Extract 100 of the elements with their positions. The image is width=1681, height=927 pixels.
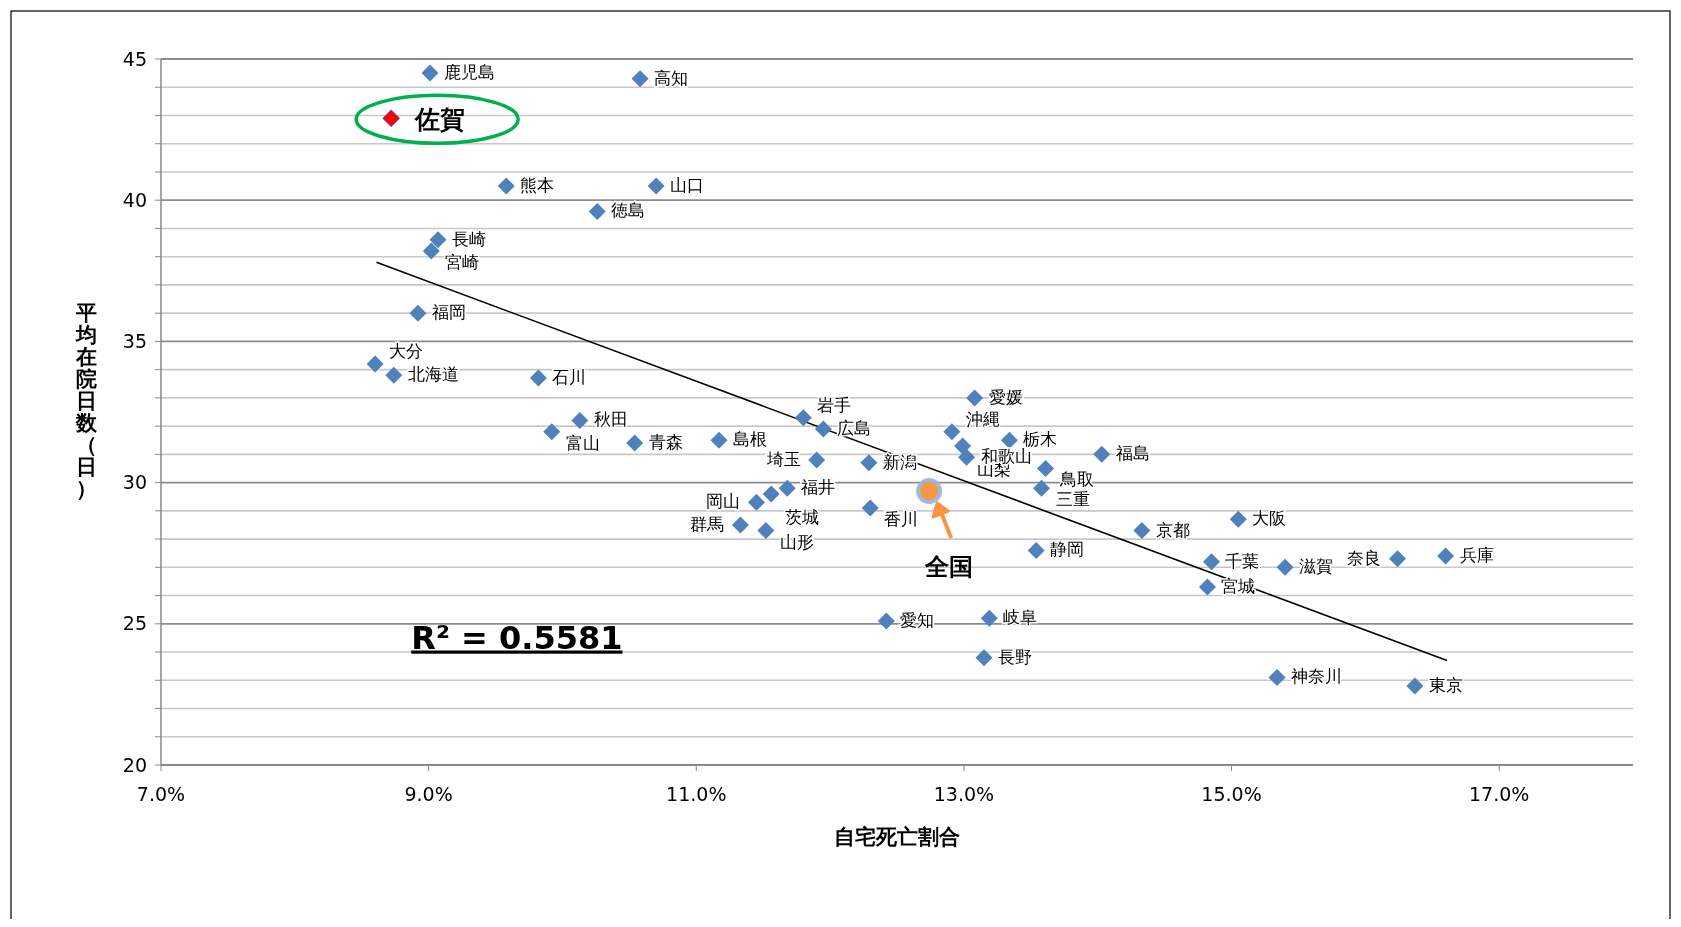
point [814, 420, 832, 438]
point [808, 451, 826, 469]
annotation: 三重 [1055, 489, 1090, 510]
annotation: 香川 [884, 509, 919, 530]
y-tick-label: 35 [122, 330, 147, 353]
annotation: 兵庫 [1459, 545, 1494, 566]
point [1406, 677, 1424, 695]
annotation: 岩手 [817, 394, 852, 415]
point [529, 369, 547, 387]
annotation: 富山 [565, 432, 600, 453]
point [631, 70, 649, 88]
annotation: 全国 [924, 553, 974, 582]
point [1437, 547, 1455, 565]
annotation: 鳥取 [1058, 469, 1094, 490]
point [422, 242, 440, 260]
annotation: 大阪 [1252, 508, 1287, 529]
annotation: 高知 [654, 67, 689, 88]
annotation: 宮崎 [445, 252, 480, 273]
text: 平均在院日数（日） [75, 301, 97, 501]
point [954, 437, 972, 455]
point [1093, 445, 1111, 463]
y-tick-label: 30 [122, 471, 147, 494]
annotation: 福島 [1115, 443, 1150, 464]
point [1229, 510, 1247, 528]
annotation: 佐賀 [414, 105, 466, 135]
annotation: 山口 [670, 175, 705, 196]
point [1033, 479, 1051, 497]
point [794, 409, 812, 427]
point [626, 434, 644, 452]
point [1037, 459, 1055, 477]
point [861, 499, 879, 517]
point [429, 231, 447, 249]
point [1388, 550, 1406, 568]
annotation: 鹿児島 [443, 62, 495, 83]
point [1268, 668, 1286, 686]
point [778, 479, 796, 497]
annotation: 石川 [552, 367, 587, 388]
x-tick-label: 15.0% [1201, 783, 1262, 805]
point [966, 389, 984, 407]
x-tick-label: 9.0% [404, 783, 453, 805]
x-tick-label: 17.0% [1469, 783, 1530, 805]
point [588, 203, 606, 220]
point [757, 522, 775, 540]
annotation: 岡山 [706, 491, 741, 512]
y-tick-label: 45 [122, 47, 147, 70]
point [543, 423, 561, 441]
point [409, 304, 427, 322]
point [421, 64, 439, 82]
point [382, 109, 401, 128]
x-tick-label: 11.0% [666, 783, 727, 805]
annotation: R² = 0.5581 [411, 618, 623, 657]
y-tick-label: 40 [122, 188, 147, 211]
point [571, 411, 589, 429]
point [980, 609, 998, 627]
annotation: 岐阜 [1003, 607, 1038, 628]
annotation: 静岡 [1050, 539, 1085, 560]
annotation: 沖縄 [965, 408, 1000, 429]
x-tick-label: 13.0% [933, 783, 995, 805]
annotation: 島根 [733, 429, 768, 450]
annotation: 千葉 [1225, 550, 1260, 571]
annotation: 茨城 [785, 506, 820, 527]
point [647, 177, 665, 195]
annotation: 長崎 [452, 228, 486, 249]
point [747, 493, 765, 511]
x-axis-title: 自宅死亡割合 [834, 825, 960, 849]
annotation: 滋賀 [1299, 556, 1334, 577]
annotation: 愛知 [900, 609, 935, 630]
annotation: 群馬 [690, 513, 725, 534]
annotation: 大分 [389, 340, 424, 361]
point [385, 366, 403, 384]
annotation: 青森 [648, 432, 683, 453]
annotation: 長野 [997, 646, 1032, 667]
annotation: 北海道 [407, 364, 459, 385]
point [877, 612, 895, 630]
point [860, 454, 878, 472]
point [958, 448, 976, 466]
annotation: 熊本 [520, 175, 555, 196]
annotation: 京都 [1155, 519, 1190, 540]
annotation: 栃木 [1023, 429, 1058, 450]
point [731, 516, 749, 534]
annotation: 愛媛 [988, 386, 1023, 407]
annotation: 神奈川 [1291, 666, 1343, 687]
point [710, 431, 728, 449]
annotation: 福岡 [431, 302, 466, 323]
point [1027, 541, 1045, 559]
annotation: 徳島 [611, 200, 646, 221]
point [943, 423, 961, 441]
annotation: 福井 [801, 477, 836, 498]
point [1133, 522, 1151, 540]
point [1198, 578, 1216, 596]
point [762, 485, 780, 503]
annotation: 東京 [1428, 674, 1463, 695]
annotation: 奈良 [1347, 547, 1382, 568]
x-tick-label: 7.0% [136, 783, 186, 805]
y-tick-label: 20 [122, 753, 147, 776]
annotation: 広島 [837, 417, 872, 438]
point [1000, 431, 1018, 449]
point [1202, 553, 1220, 571]
point [975, 649, 993, 667]
annotation: 山形 [779, 531, 814, 552]
